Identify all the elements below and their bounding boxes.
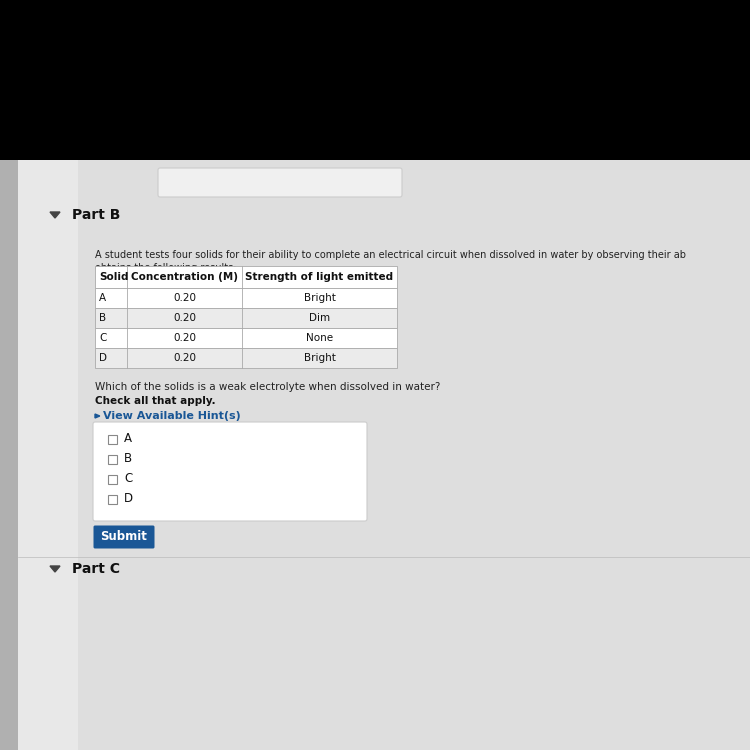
Bar [0, 160, 750, 750]
FancyBboxPatch shape [158, 168, 402, 197]
Bar [108, 434, 117, 443]
Text: View Available Hint(s): View Available Hint(s) [103, 411, 241, 421]
Text: Part B: Part B [72, 208, 120, 222]
Text: Solid: Solid [99, 272, 128, 282]
Text: D: D [99, 353, 107, 363]
Text: 0.20: 0.20 [173, 353, 196, 363]
FancyBboxPatch shape [93, 422, 367, 521]
Polygon shape [50, 212, 60, 218]
Bar [108, 494, 117, 503]
Bar [78, 160, 750, 750]
Polygon shape [50, 566, 60, 572]
Text: Bright: Bright [304, 293, 335, 303]
Bar [108, 475, 117, 484]
Bar [18, 160, 750, 750]
Bar [95, 288, 397, 308]
Text: A student tests four solids for their ability to complete an electrical circuit : A student tests four solids for their ab… [95, 250, 686, 260]
Text: Part C: Part C [72, 562, 120, 576]
Text: Concentration (M): Concentration (M) [131, 272, 238, 282]
Text: None: None [306, 333, 333, 343]
Bar [95, 266, 397, 288]
Polygon shape [95, 414, 100, 418]
Text: A: A [99, 293, 106, 303]
Text: Bright: Bright [304, 353, 335, 363]
Text: B: B [124, 452, 132, 466]
Text: Submit: Submit [100, 530, 148, 544]
FancyBboxPatch shape [94, 526, 154, 548]
Text: D: D [124, 493, 134, 506]
Text: Which of the solids is a weak electrolyte when dissolved in water?: Which of the solids is a weak electrolyt… [95, 382, 440, 392]
Bar [95, 348, 397, 368]
Text: B: B [99, 313, 106, 323]
Text: 0.20: 0.20 [173, 313, 196, 323]
Text: C: C [99, 333, 106, 343]
Text: 0.20: 0.20 [173, 293, 196, 303]
Text: 0.20: 0.20 [173, 333, 196, 343]
Text: Check all that apply.: Check all that apply. [95, 396, 216, 406]
Bar [0, 160, 18, 750]
Text: Dim: Dim [309, 313, 330, 323]
Text: A: A [124, 433, 132, 445]
Bar [95, 308, 397, 328]
Bar [95, 328, 397, 348]
Text: C: C [124, 472, 132, 485]
Bar [108, 454, 117, 464]
Text: Strength of light emitted: Strength of light emitted [245, 272, 394, 282]
Text: obtains the following results:: obtains the following results: [95, 263, 236, 273]
